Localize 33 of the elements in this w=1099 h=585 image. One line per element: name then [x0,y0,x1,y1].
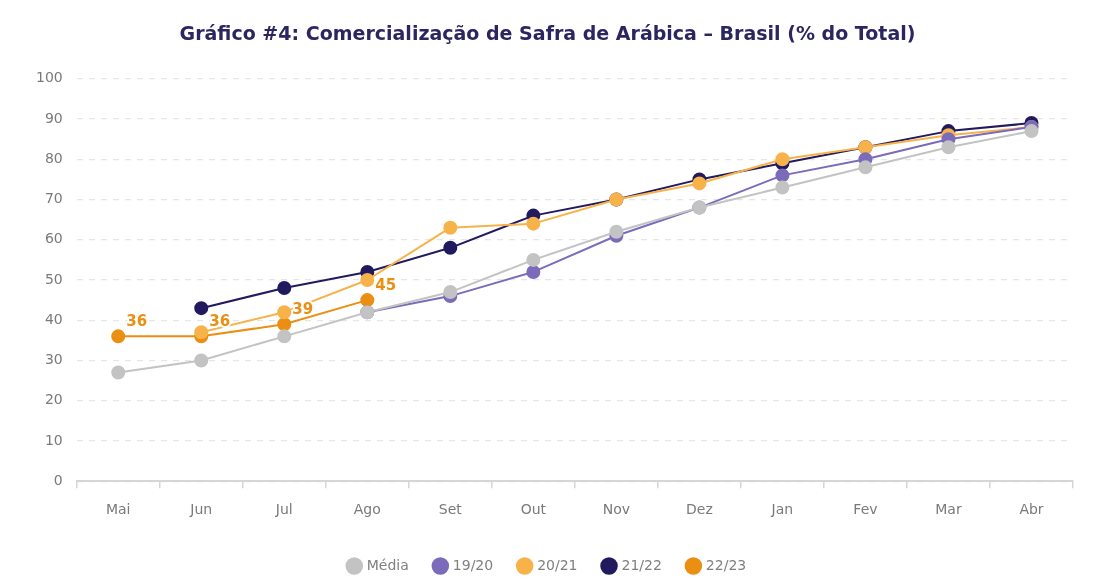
y-tick-label: 50 [44,270,63,287]
chart-title: Gráfico #4: Comercialização de Safra de Arábica – Brasil (% do Total) [179,22,916,45]
x-tick-label: Jul [274,501,293,518]
x-tick-label: Fev [853,501,878,518]
legend-label: 19/20 [452,556,494,573]
data-label: 39 [292,299,314,318]
y-tick-label: 40 [44,310,63,327]
x-tick-label: Set [438,501,463,518]
legend-label: 21/22 [621,556,662,573]
data-label: 45 [375,275,397,294]
data-label: 36 [126,311,148,330]
legend-label: 22/23 [705,556,747,573]
y-tick-label: 60 [44,230,63,247]
y-tick-label: 70 [44,190,63,207]
y-tick-label: 0 [53,471,63,488]
x-tick-label: Dez [686,501,713,518]
x-tick-label: Mai [105,501,131,518]
y-tick-label: 20 [44,391,63,408]
y-tick-label: 80 [44,149,63,166]
x-tick-label: Jun [189,501,213,518]
x-tick-label: Nov [602,501,631,518]
y-tick-label: 10 [44,431,63,448]
legend-label: Média [366,556,409,573]
y-tick-label: 100 [35,69,63,86]
x-tick-label: Out [520,501,547,518]
x-tick-label: Ago [353,501,381,518]
x-tick-label: Jan [770,501,794,518]
x-tick-label: Mar [935,501,962,518]
legend-label: 20/21 [537,556,578,573]
y-tick-label: 30 [44,351,63,368]
data-label: 36 [209,311,231,330]
y-tick-label: 90 [44,109,63,126]
x-tick-label: Abr [1019,501,1044,518]
